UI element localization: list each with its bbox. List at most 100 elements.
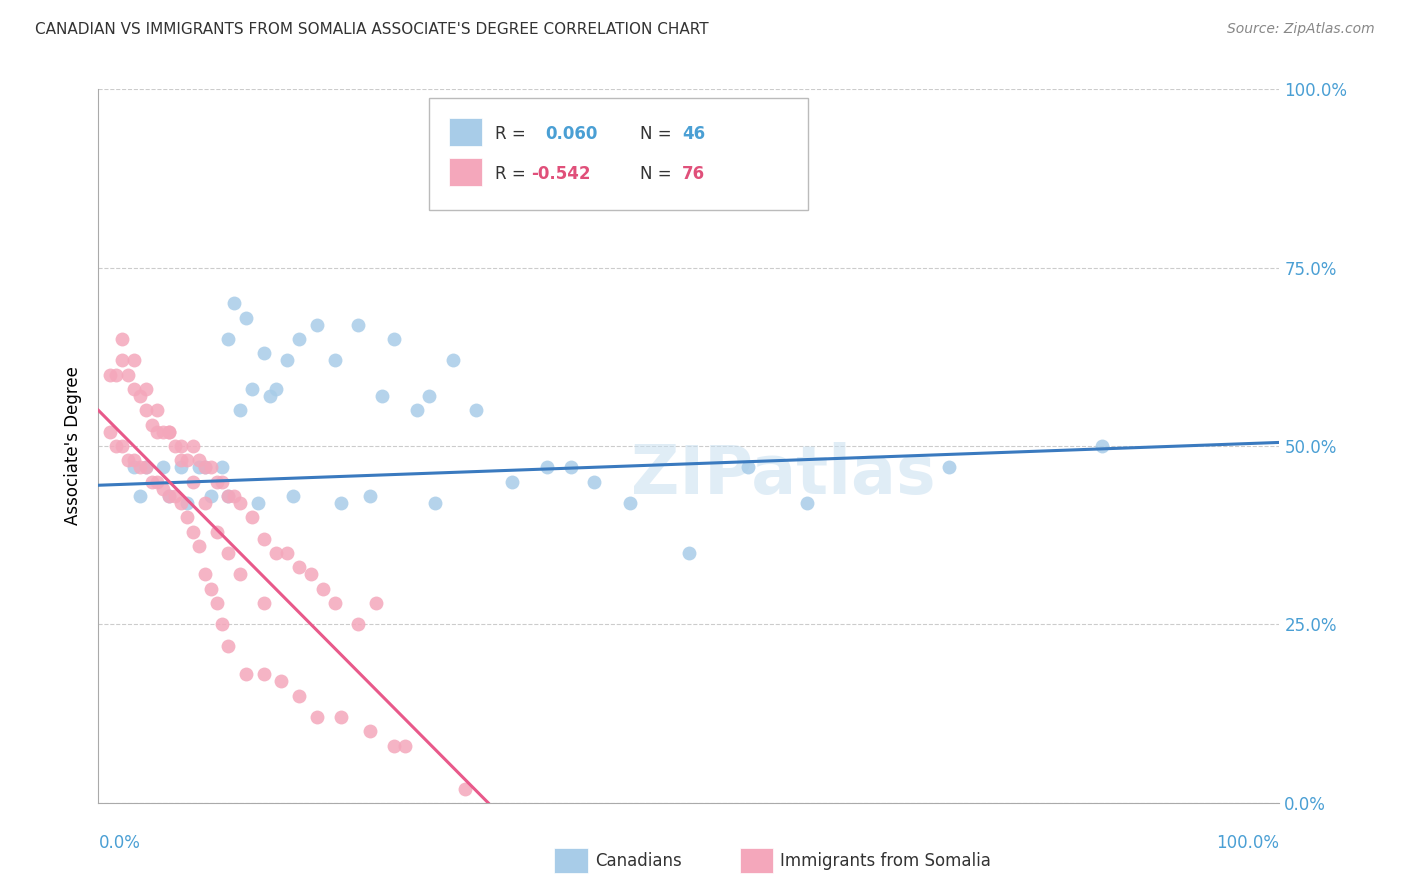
Point <box>105 368 128 382</box>
Point <box>98 368 121 382</box>
Point <box>117 368 139 382</box>
Point <box>406 403 429 417</box>
Point <box>194 496 217 510</box>
Point <box>423 496 446 510</box>
Point <box>224 489 246 503</box>
Point <box>152 482 174 496</box>
Point <box>200 460 222 475</box>
Text: 76: 76 <box>682 165 704 183</box>
Point <box>501 475 523 489</box>
Point <box>288 689 311 703</box>
Point <box>200 489 222 503</box>
Point <box>240 510 263 524</box>
Text: R =: R = <box>495 165 531 183</box>
Point <box>122 382 145 396</box>
Point <box>235 667 257 681</box>
Point <box>141 417 163 432</box>
Text: 46: 46 <box>682 125 704 143</box>
Point <box>157 489 180 503</box>
Text: N =: N = <box>640 165 676 183</box>
Point <box>170 460 193 475</box>
Point <box>165 489 187 503</box>
Point <box>299 567 322 582</box>
Point <box>229 496 252 510</box>
Point <box>117 453 139 467</box>
Point <box>418 389 440 403</box>
Point <box>619 496 641 510</box>
Text: Source: ZipAtlas.com: Source: ZipAtlas.com <box>1227 22 1375 37</box>
Point <box>170 453 193 467</box>
Point <box>194 460 217 475</box>
Point <box>152 460 174 475</box>
Point <box>187 539 209 553</box>
Point <box>240 382 263 396</box>
Point <box>1091 439 1114 453</box>
Point <box>176 496 198 510</box>
Y-axis label: Associate's Degree: Associate's Degree <box>65 367 83 525</box>
Point <box>283 489 305 503</box>
Point <box>394 739 416 753</box>
Point <box>128 460 150 475</box>
Point <box>737 460 759 475</box>
Point <box>371 389 394 403</box>
Point <box>122 353 145 368</box>
Point <box>157 425 180 439</box>
Point <box>276 353 298 368</box>
Text: -0.542: -0.542 <box>531 165 591 183</box>
Point <box>329 710 352 724</box>
Point <box>211 475 233 489</box>
Point <box>359 489 381 503</box>
Point <box>382 332 405 346</box>
Point <box>347 617 370 632</box>
Point <box>111 439 134 453</box>
Point <box>181 475 204 489</box>
Point <box>217 489 239 503</box>
Point <box>128 389 150 403</box>
Point <box>211 460 233 475</box>
Point <box>441 353 464 368</box>
Point <box>146 425 169 439</box>
Text: R =: R = <box>495 125 536 143</box>
Point <box>135 460 157 475</box>
Point <box>329 496 352 510</box>
Point <box>938 460 960 475</box>
Point <box>217 639 239 653</box>
Point <box>187 460 209 475</box>
Text: Immigrants from Somalia: Immigrants from Somalia <box>780 852 991 870</box>
Point <box>135 460 157 475</box>
Point <box>152 425 174 439</box>
Point <box>217 546 239 560</box>
Point <box>253 532 276 546</box>
Point <box>187 453 209 467</box>
Point <box>111 353 134 368</box>
Point <box>205 475 228 489</box>
Point <box>253 346 276 360</box>
Point <box>382 739 405 753</box>
Point <box>364 596 387 610</box>
Text: N =: N = <box>640 125 676 143</box>
Point <box>141 475 163 489</box>
Point <box>253 667 276 681</box>
Point <box>312 582 335 596</box>
Point <box>235 310 257 325</box>
Point <box>98 425 121 439</box>
Point <box>253 596 276 610</box>
Point <box>453 781 475 796</box>
Point <box>205 524 228 539</box>
Text: Canadians: Canadians <box>595 852 682 870</box>
Point <box>128 489 150 503</box>
Point <box>276 546 298 560</box>
Point <box>217 332 239 346</box>
Point <box>146 403 169 417</box>
Point <box>135 382 157 396</box>
Text: 100.0%: 100.0% <box>1216 834 1279 852</box>
Point <box>211 617 233 632</box>
Point <box>105 439 128 453</box>
Point <box>359 724 381 739</box>
Point <box>305 710 328 724</box>
Point <box>288 332 311 346</box>
Point <box>305 318 328 332</box>
Point <box>465 403 488 417</box>
Point <box>259 389 281 403</box>
Point <box>122 453 145 467</box>
